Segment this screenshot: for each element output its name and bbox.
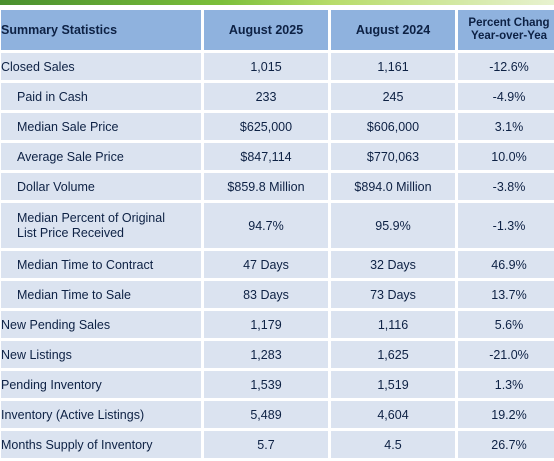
value-2024: 4,604 [331, 401, 455, 428]
value-2025: 94.7% [204, 203, 328, 248]
table-row: Median Sale Price $625,000 $606,000 3.1% [1, 113, 554, 140]
table-row: Median Time to Contract 47 Days 32 Days … [1, 251, 554, 278]
value-2025: 1,015 [204, 53, 328, 80]
row-label: Months Supply of Inventory [1, 431, 201, 458]
table-row: Median Time to Sale 83 Days 73 Days 13.7… [1, 281, 554, 308]
value-2025: $847,114 [204, 143, 328, 170]
table-row: Paid in Cash 233 245 -4.9% [1, 83, 554, 110]
header-row: Summary Statistics August 2025 August 20… [1, 10, 554, 50]
value-2024: 1,116 [331, 311, 455, 338]
row-label: New Pending Sales [1, 311, 201, 338]
value-2025: 1,539 [204, 371, 328, 398]
value-yoy: -3.8% [458, 173, 554, 200]
value-yoy: 26.7% [458, 431, 554, 458]
row-label: Average Sale Price [1, 143, 201, 170]
value-2024: $770,063 [331, 143, 455, 170]
table-row: New Listings 1,283 1,625 -21.0% [1, 341, 554, 368]
value-2025: 1,283 [204, 341, 328, 368]
value-yoy: 46.9% [458, 251, 554, 278]
header-summary-statistics: Summary Statistics [1, 10, 201, 50]
summary-statistics-table: Summary Statistics August 2025 August 20… [0, 7, 554, 461]
row-label: Median Time to Sale [1, 281, 201, 308]
value-yoy: -1.3% [458, 203, 554, 248]
table-row: Closed Sales 1,015 1,161 -12.6% [1, 53, 554, 80]
value-2024: 245 [331, 83, 455, 110]
value-2025: $859.8 Million [204, 173, 328, 200]
row-label: Inventory (Active Listings) [1, 401, 201, 428]
value-yoy: 3.1% [458, 113, 554, 140]
table-row: Inventory (Active Listings) 5,489 4,604 … [1, 401, 554, 428]
table-row: Median Percent of Original List Price Rec… [1, 203, 554, 248]
row-label: Pending Inventory [1, 371, 201, 398]
row-label: Median Time to Contract [1, 251, 201, 278]
value-yoy: -4.9% [458, 83, 554, 110]
row-label: Dollar Volume [1, 173, 201, 200]
row-label-line2: List Price Received [17, 225, 124, 240]
value-yoy: 19.2% [458, 401, 554, 428]
value-yoy: 1.3% [458, 371, 554, 398]
value-2024: 1,519 [331, 371, 455, 398]
table-row: Months Supply of Inventory 5.7 4.5 26.7% [1, 431, 554, 458]
accent-bar [0, 0, 554, 5]
row-label: Median Sale Price [1, 113, 201, 140]
value-2025: $625,000 [204, 113, 328, 140]
value-2025: 233 [204, 83, 328, 110]
table-row: Dollar Volume $859.8 Million $894.0 Mill… [1, 173, 554, 200]
value-2025: 5,489 [204, 401, 328, 428]
table-row: Average Sale Price $847,114 $770,063 10.… [1, 143, 554, 170]
row-label: Closed Sales [1, 53, 201, 80]
value-2024: 1,625 [331, 341, 455, 368]
value-yoy: -21.0% [458, 341, 554, 368]
value-2024: $894.0 Million [331, 173, 455, 200]
value-2025: 1,179 [204, 311, 328, 338]
value-2024: 95.9% [331, 203, 455, 248]
header-august-2024: August 2024 [331, 10, 455, 50]
value-2024: 73 Days [331, 281, 455, 308]
row-label: New Listings [1, 341, 201, 368]
value-yoy: -12.6% [458, 53, 554, 80]
value-2024: $606,000 [331, 113, 455, 140]
value-yoy: 13.7% [458, 281, 554, 308]
header-percent-change: Percent Chang Year-over-Yea [458, 10, 554, 50]
row-label-line1: Median Percent of Original [17, 210, 165, 225]
value-2024: 1,161 [331, 53, 455, 80]
header-august-2025: August 2025 [204, 10, 328, 50]
table-row: New Pending Sales 1,179 1,116 5.6% [1, 311, 554, 338]
value-2025: 5.7 [204, 431, 328, 458]
row-label: Median Percent of Original List Price Rec… [1, 203, 201, 248]
value-2025: 47 Days [204, 251, 328, 278]
value-2024: 4.5 [331, 431, 455, 458]
header-percent-change-line1: Percent Chang [468, 17, 550, 29]
row-label: Paid in Cash [1, 83, 201, 110]
value-2025: 83 Days [204, 281, 328, 308]
value-yoy: 5.6% [458, 311, 554, 338]
value-yoy: 10.0% [458, 143, 554, 170]
header-percent-change-line2: Year-over-Yea [470, 30, 548, 42]
table-row: Pending Inventory 1,539 1,519 1.3% [1, 371, 554, 398]
value-2024: 32 Days [331, 251, 455, 278]
